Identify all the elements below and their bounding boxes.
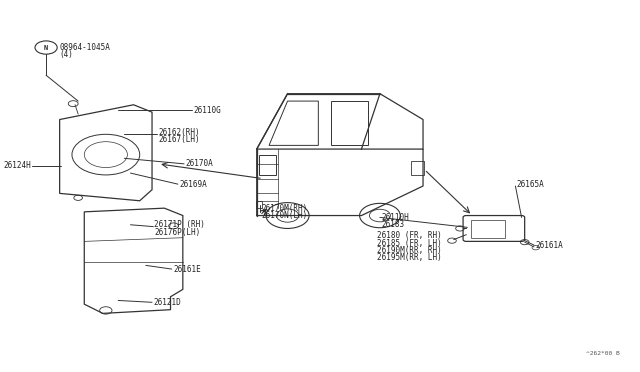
- Text: 26167(LH): 26167(LH): [158, 135, 200, 144]
- Text: 26162(RH): 26162(RH): [158, 128, 200, 137]
- Text: 26121D: 26121D: [153, 298, 181, 307]
- Text: 26185 (FR, LH): 26185 (FR, LH): [377, 239, 442, 248]
- Text: 26161A: 26161A: [535, 241, 563, 250]
- Bar: [255, 201, 262, 208]
- Text: 26190M(RR, RH): 26190M(RR, RH): [377, 246, 442, 255]
- Text: 26169A: 26169A: [179, 180, 207, 189]
- Text: 26110G: 26110G: [194, 106, 221, 115]
- Text: 26180 (FR, RH): 26180 (FR, RH): [377, 231, 442, 240]
- Text: 26170M(RH): 26170M(RH): [262, 203, 308, 213]
- Text: 26176P(LH): 26176P(LH): [154, 228, 201, 237]
- Text: (4): (4): [60, 51, 74, 60]
- Text: N: N: [44, 45, 48, 51]
- Text: 26124H: 26124H: [3, 161, 31, 170]
- Text: 26170N(LH): 26170N(LH): [262, 211, 308, 220]
- Text: 26110H: 26110H: [381, 213, 409, 222]
- Bar: [411, 161, 424, 175]
- Bar: [259, 155, 276, 175]
- Text: ^262*00 B: ^262*00 B: [586, 351, 620, 356]
- Text: 26171P (RH): 26171P (RH): [154, 220, 205, 229]
- Text: 26183: 26183: [381, 220, 404, 229]
- Text: 26165A: 26165A: [516, 180, 545, 189]
- Text: 26195M(RR, LH): 26195M(RR, LH): [377, 253, 442, 263]
- Text: 08964-1045A: 08964-1045A: [60, 43, 111, 52]
- Bar: [471, 220, 505, 238]
- Text: 26170A: 26170A: [186, 159, 213, 169]
- Text: 26161E: 26161E: [173, 264, 201, 273]
